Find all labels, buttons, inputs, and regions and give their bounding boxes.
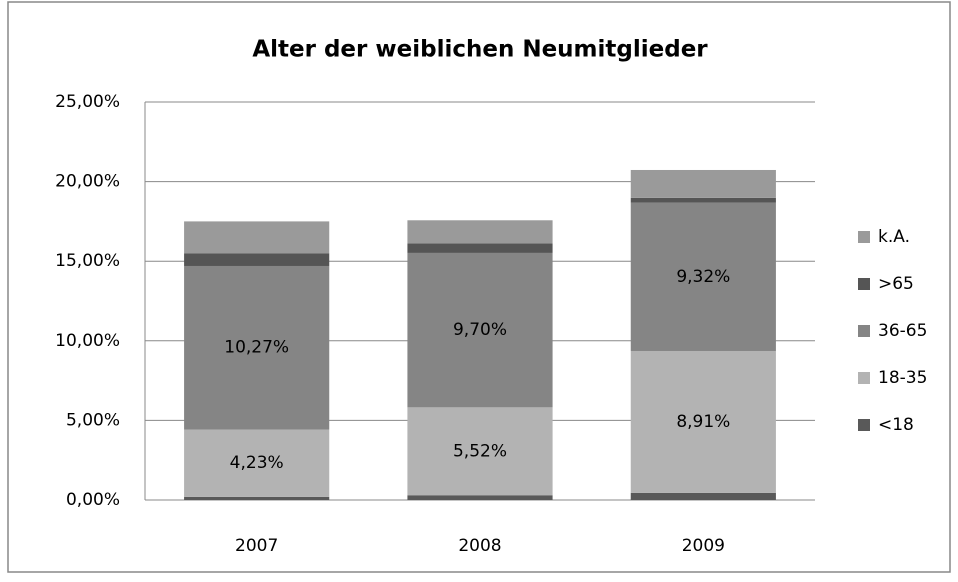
value-label: 8,91% <box>676 412 730 432</box>
legend-label: <18 <box>878 415 914 435</box>
legend-label: 36-65 <box>878 321 927 341</box>
x-tick-label: 2007 <box>235 536 278 556</box>
bar-segment <box>184 265 330 430</box>
bar-segment <box>407 252 553 408</box>
bar-segment <box>407 495 553 500</box>
y-tick-label: 20,00% <box>55 172 120 192</box>
bar-segment <box>184 221 330 254</box>
bar-segment <box>184 496 330 500</box>
bar-segment <box>184 253 330 266</box>
x-tick-label: 2008 <box>458 536 501 556</box>
y-tick-label: 15,00% <box>55 251 120 271</box>
value-label: 5,52% <box>453 441 507 461</box>
bar-segment <box>630 350 776 493</box>
legend-label: 18-35 <box>878 368 927 388</box>
bar-segment <box>630 202 776 351</box>
bar-segment <box>407 220 553 244</box>
value-label: 9,70% <box>453 320 507 340</box>
legend-swatch <box>858 325 870 337</box>
bar-segment <box>407 407 553 496</box>
y-tick-label: 25,00% <box>55 92 120 112</box>
y-tick-label: 0,00% <box>66 490 120 510</box>
value-label: 9,32% <box>676 267 730 287</box>
value-label: 10,27% <box>224 338 289 358</box>
legend-label: k.A. <box>878 227 910 247</box>
chart-title: Alter der weiblichen Neumitglieder <box>252 37 708 63</box>
y-tick-label: 10,00% <box>55 331 120 351</box>
value-label: 4,23% <box>230 453 284 473</box>
y-tick-label: 5,00% <box>66 410 120 430</box>
bar-segment <box>407 243 553 253</box>
bar-segment <box>630 197 776 203</box>
x-tick-label: 2009 <box>682 536 725 556</box>
bar-segment <box>630 169 776 198</box>
legend-swatch <box>858 278 870 290</box>
legend-swatch <box>858 372 870 384</box>
bar-segment <box>630 492 776 500</box>
bar-segment <box>184 429 330 497</box>
legend-label: >65 <box>878 274 914 294</box>
legend-swatch <box>858 231 870 243</box>
legend-swatch <box>858 419 870 431</box>
